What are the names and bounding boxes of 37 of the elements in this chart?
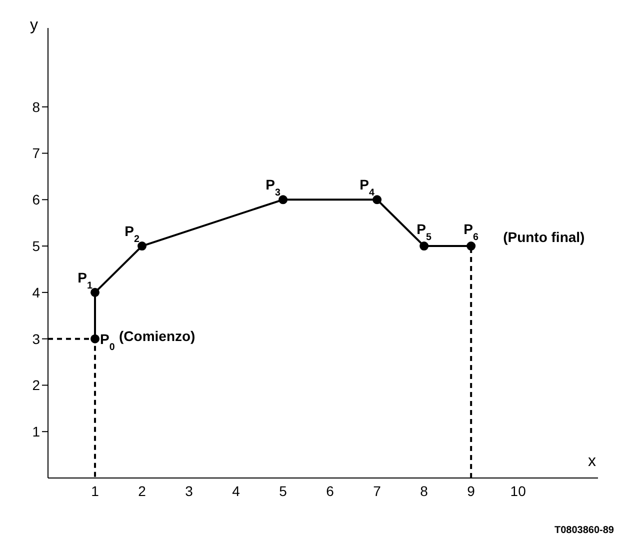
point: [90, 334, 100, 344]
annotation: (Comienzo): [119, 328, 196, 344]
point: [466, 242, 476, 251]
point: [138, 242, 147, 251]
point: [90, 288, 100, 297]
y-axis-title: y: [30, 17, 38, 34]
point: [372, 195, 382, 204]
point: [278, 195, 288, 204]
y-tick-label: 3: [32, 330, 40, 347]
annotation: (Punto final): [503, 229, 585, 246]
y-tick-label: 5: [32, 238, 40, 254]
annotation: P$_{6}$: [464, 221, 480, 243]
y-tick-label: 7: [32, 145, 40, 162]
annotation: P$_{5}$: [416, 221, 432, 243]
y-tick-label: 4: [32, 284, 40, 300]
x-tick-label: 4: [232, 482, 240, 499]
y-tick-label: 6: [32, 192, 40, 208]
x-tick-label: 5: [279, 482, 288, 499]
y-tick-label: 2: [32, 377, 40, 394]
x-tick-label: 8: [420, 482, 428, 499]
x-tick-label: 7: [373, 482, 382, 499]
x-tick-label: 9: [467, 482, 476, 499]
text: T0803860-89: [554, 525, 614, 536]
point: [420, 242, 429, 251]
x-tick-label: 10: [510, 482, 526, 499]
x-tick-label: 1: [91, 482, 100, 499]
x-axis-title: x: [588, 453, 596, 470]
y-tick-label: 8: [32, 98, 40, 115]
x-tick-label: 6: [326, 482, 334, 499]
y-tick-label: 1: [32, 424, 40, 440]
annotation: P$_{3}$: [266, 176, 281, 198]
annotation: P$_{1}$: [78, 269, 93, 291]
x-tick-label: 3: [185, 482, 194, 499]
x-tick-label: 2: [138, 482, 146, 499]
annotation: P$_{4}$: [360, 176, 376, 198]
annotation: P$_{2}$: [124, 223, 140, 245]
annotation: P$_{0}$: [100, 330, 116, 352]
